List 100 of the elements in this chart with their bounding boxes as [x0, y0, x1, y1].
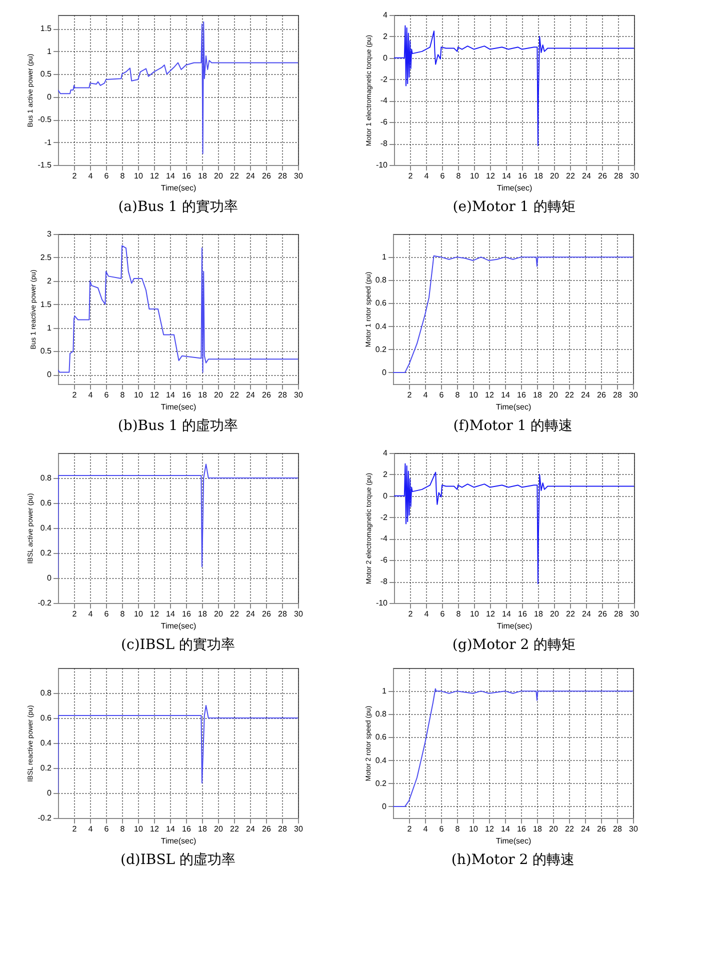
x-tick-label: 2 [407, 390, 412, 400]
x-tick-label: 6 [439, 824, 444, 834]
x-tick-label: 20 [214, 610, 224, 618]
y-tick-label: 0 [383, 491, 388, 500]
x-tick-label: 24 [246, 610, 256, 618]
x-tick-label: 4 [423, 824, 428, 834]
x-tick-label: 2 [72, 390, 78, 400]
x-tick-label: 16 [517, 390, 526, 400]
x-tick-label: 20 [550, 610, 560, 618]
y-tick-label: 2 [47, 276, 52, 286]
x-tick-label: 8 [456, 610, 462, 618]
line-series [58, 705, 298, 794]
x-tick-label: 10 [134, 390, 144, 400]
x-tick-label: 18 [533, 390, 542, 400]
x-tick-label: 12 [150, 390, 160, 400]
text: (b)Bus 1 的虛功率 [118, 418, 238, 434]
y-tick-label: 0.4 [40, 524, 52, 532]
y-tick-label: 0.8 [375, 276, 388, 285]
x-tick-label: 18 [198, 824, 208, 834]
y-tick-label: 0 [382, 802, 388, 811]
x-tick-label: 4 [88, 390, 94, 400]
line-series [58, 21, 298, 154]
y-tick-label: -8 [380, 139, 388, 148]
x-tick-label: 4 [88, 610, 94, 618]
x-tick-label: 12 [485, 390, 494, 400]
x-tick-label: 26 [598, 610, 608, 618]
x-tick-label: 16 [518, 610, 528, 618]
x-tick-label: 26 [597, 390, 606, 400]
x-tick-label: 20 [550, 172, 560, 180]
x-tick-label: 6 [104, 610, 110, 618]
y-tick-label: 0.4 [375, 322, 388, 331]
x-tick-label: 14 [166, 824, 176, 834]
x-tick-label: 28 [613, 824, 622, 834]
x-tick-label: 18 [198, 390, 208, 400]
x-tick-label: 14 [502, 610, 512, 618]
x-tick-label: 30 [630, 172, 640, 180]
x-tick-label: 26 [597, 824, 606, 834]
x-tick-label: 22 [230, 824, 240, 834]
x-tick-label: 4 [88, 172, 94, 180]
x-tick-label: 12 [150, 824, 160, 834]
x-tick-label: 16 [518, 172, 528, 180]
x-tick-label: 16 [182, 390, 192, 400]
y-tick-label: 1 [382, 686, 388, 696]
x-tick-label: 18 [198, 610, 208, 618]
y-tick-label: -0.5 [38, 115, 52, 124]
y-tick-label: 0.2 [40, 764, 52, 772]
x-tick-label: 24 [246, 390, 256, 400]
x-axis-title: Time(sec) [496, 402, 532, 412]
y-tick-label: -10 [376, 598, 388, 608]
y-tick-label: 0.6 [40, 714, 52, 722]
x-tick-label: 28 [614, 172, 624, 180]
x-tick-label: 10 [134, 610, 144, 618]
x-tick-label: 10 [134, 172, 144, 180]
x-tick-label: 14 [166, 172, 176, 180]
x-tick-label: 14 [501, 390, 510, 400]
y-tick-label: 1.5 [40, 300, 52, 309]
x-tick-label: 24 [246, 172, 256, 180]
x-tick-label: 8 [120, 172, 126, 180]
line-series [394, 463, 634, 584]
y-tick-label: 0.8 [40, 688, 52, 698]
x-tick-label: 14 [501, 824, 510, 834]
y-tick-label: -1 [44, 138, 52, 147]
x-tick-label: 16 [182, 610, 192, 618]
x-tick-label: 24 [246, 824, 256, 834]
line-series [58, 245, 298, 373]
x-tick-label: 6 [104, 824, 110, 834]
text: (a)Bus 1 的實功率 [118, 199, 238, 215]
x-tick-label: 30 [294, 172, 304, 180]
x-tick-label: 22 [565, 824, 574, 834]
x-tick-label: 26 [262, 390, 272, 400]
x-tick-label: 28 [613, 390, 622, 400]
x-tick-label: 2 [407, 824, 412, 834]
x-tick-label: 24 [582, 610, 592, 618]
y-tick-label: 4 [383, 10, 388, 20]
x-tick-label: 26 [262, 610, 272, 618]
x-tick-label: 22 [566, 172, 576, 180]
x-tick-label: 2 [72, 172, 78, 180]
x-tick-label: 30 [629, 824, 638, 834]
y-tick-label: 1.5 [40, 24, 52, 34]
x-tick-label: 22 [230, 610, 240, 618]
x-tick-label: 30 [630, 610, 640, 618]
x-tick-label: 8 [455, 390, 460, 400]
y-tick-label: 0.8 [40, 474, 52, 482]
y-tick-label: 1 [47, 323, 52, 332]
text: (h)Motor 2 的轉速 [451, 852, 575, 868]
x-tick-label: 8 [455, 824, 460, 834]
x-tick-label: 26 [262, 824, 272, 834]
line-series [393, 255, 633, 373]
x-tick-label: 30 [629, 390, 638, 400]
x-tick-label: 28 [278, 610, 288, 618]
y-tick-label: 0 [47, 574, 52, 582]
x-tick-label: 26 [598, 172, 608, 180]
text: (g)Motor 2 的轉矩 [452, 637, 576, 653]
x-tick-label: 26 [262, 172, 272, 180]
x-axis-title: Time(sec) [160, 622, 196, 630]
x-axis-title: Time(sec) [496, 622, 532, 630]
x-tick-label: 28 [278, 390, 288, 400]
x-tick-label: 14 [502, 172, 512, 180]
x-tick-label: 6 [440, 610, 446, 618]
x-tick-label: 14 [166, 610, 176, 618]
